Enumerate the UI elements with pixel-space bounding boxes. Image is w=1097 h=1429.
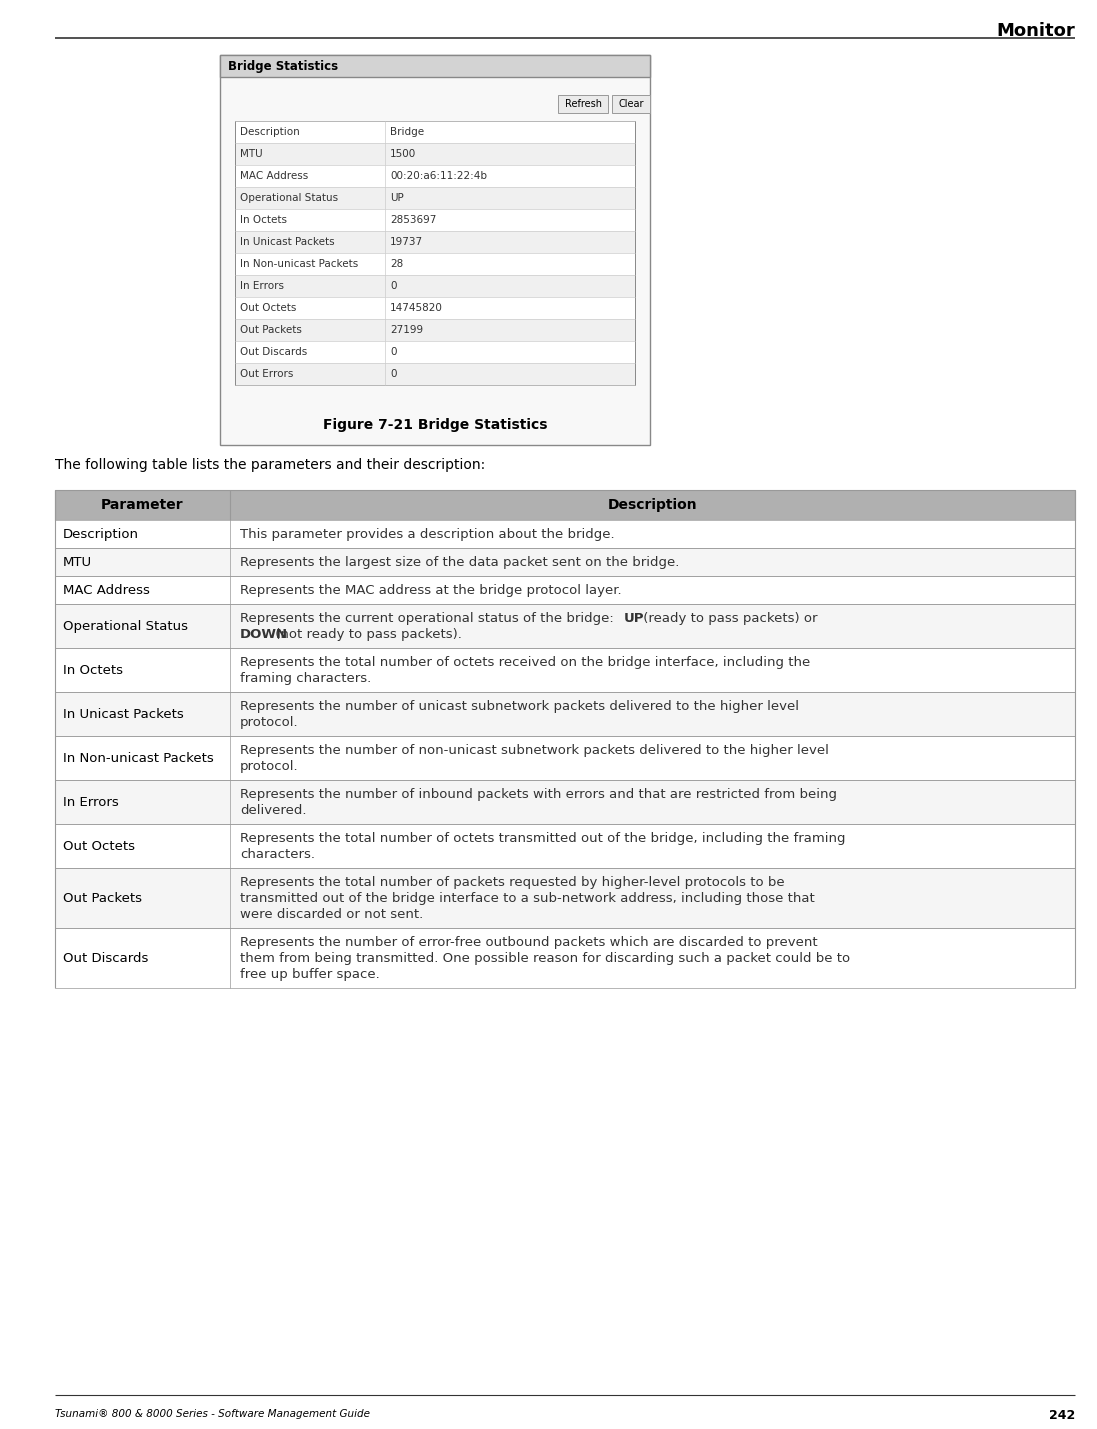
Text: protocol.: protocol. — [240, 759, 298, 773]
Text: In Octets: In Octets — [63, 663, 123, 676]
Text: 242: 242 — [1049, 1409, 1075, 1422]
Bar — [235, 231, 635, 253]
Bar — [55, 647, 1075, 692]
Text: In Errors: In Errors — [63, 796, 118, 809]
Text: 0: 0 — [391, 369, 396, 379]
Bar — [235, 319, 635, 342]
Text: Parameter: Parameter — [101, 497, 184, 512]
Text: 0: 0 — [391, 347, 396, 357]
Text: MTU: MTU — [240, 149, 262, 159]
Bar — [55, 867, 1075, 927]
Text: Represents the number of non-unicast subnetwork packets delivered to the higher : Represents the number of non-unicast sub… — [240, 743, 829, 756]
Bar — [55, 547, 1075, 576]
Bar — [235, 209, 635, 231]
Text: Tsunami® 800 & 8000 Series - Software Management Guide: Tsunami® 800 & 8000 Series - Software Ma… — [55, 1409, 370, 1419]
Text: Represents the total number of octets received on the bridge interface, includin: Represents the total number of octets re… — [240, 656, 811, 669]
Text: Represents the current operational status of the bridge:: Represents the current operational statu… — [240, 612, 618, 624]
Text: Represents the total number of octets transmitted out of the bridge, including t: Represents the total number of octets tr… — [240, 832, 846, 845]
Text: Figure 7-21 Bridge Statistics: Figure 7-21 Bridge Statistics — [323, 419, 547, 432]
Text: Description: Description — [608, 497, 698, 512]
Text: delivered.: delivered. — [240, 803, 306, 816]
Text: Description: Description — [63, 527, 139, 540]
Bar — [220, 54, 651, 77]
Text: 14745820: 14745820 — [391, 303, 443, 313]
Text: MAC Address: MAC Address — [63, 583, 150, 596]
Bar — [235, 297, 635, 319]
Text: were discarded or not sent.: were discarded or not sent. — [240, 907, 423, 920]
Text: Represents the number of error-free outbound packets which are discarded to prev: Represents the number of error-free outb… — [240, 936, 817, 949]
Text: 00:20:a6:11:22:4b: 00:20:a6:11:22:4b — [391, 171, 487, 181]
Text: characters.: characters. — [240, 847, 315, 860]
Text: Represents the number of unicast subnetwork packets delivered to the higher leve: Represents the number of unicast subnetw… — [240, 700, 799, 713]
Bar — [220, 54, 651, 444]
Bar — [235, 121, 635, 384]
Bar — [55, 490, 1075, 520]
Text: (not ready to pass packets).: (not ready to pass packets). — [271, 627, 462, 640]
Text: Bridge Statistics: Bridge Statistics — [228, 60, 338, 73]
Text: Out Discards: Out Discards — [240, 347, 307, 357]
Text: Represents the number of inbound packets with errors and that are restricted fro: Represents the number of inbound packets… — [240, 787, 837, 800]
Text: In Unicast Packets: In Unicast Packets — [63, 707, 184, 720]
Bar — [55, 576, 1075, 604]
Text: 2853697: 2853697 — [391, 214, 437, 224]
Text: This parameter provides a description about the bridge.: This parameter provides a description ab… — [240, 527, 614, 540]
Bar — [55, 927, 1075, 987]
Text: Operational Status: Operational Status — [63, 620, 188, 633]
Text: framing characters.: framing characters. — [240, 672, 371, 684]
Bar — [235, 187, 635, 209]
Text: Clear: Clear — [619, 99, 644, 109]
Text: Represents the MAC address at the bridge protocol layer.: Represents the MAC address at the bridge… — [240, 583, 622, 596]
Text: Description: Description — [240, 127, 299, 137]
Text: 27199: 27199 — [391, 324, 423, 334]
Text: Represents the total number of packets requested by higher-level protocols to be: Represents the total number of packets r… — [240, 876, 784, 889]
Bar — [55, 604, 1075, 647]
Text: protocol.: protocol. — [240, 716, 298, 729]
Bar — [55, 780, 1075, 825]
Text: Monitor: Monitor — [996, 21, 1075, 40]
Text: Out Octets: Out Octets — [63, 839, 135, 853]
Bar — [612, 94, 651, 113]
Bar — [55, 736, 1075, 780]
Bar — [235, 274, 635, 297]
Bar — [558, 94, 608, 113]
Text: Out Discards: Out Discards — [63, 952, 148, 965]
Text: 1500: 1500 — [391, 149, 416, 159]
Text: UP: UP — [624, 612, 644, 624]
Bar — [55, 825, 1075, 867]
Text: In Non-unicast Packets: In Non-unicast Packets — [240, 259, 359, 269]
Text: free up buffer space.: free up buffer space. — [240, 967, 380, 980]
Text: (ready to pass packets) or: (ready to pass packets) or — [640, 612, 817, 624]
Bar — [235, 164, 635, 187]
Text: UP: UP — [391, 193, 404, 203]
Text: 28: 28 — [391, 259, 404, 269]
Text: Represents the largest size of the data packet sent on the bridge.: Represents the largest size of the data … — [240, 556, 679, 569]
Text: Out Errors: Out Errors — [240, 369, 293, 379]
Bar — [235, 121, 635, 143]
Text: Out Octets: Out Octets — [240, 303, 296, 313]
Bar — [235, 253, 635, 274]
Text: 19737: 19737 — [391, 237, 423, 247]
Bar — [235, 342, 635, 363]
Bar — [235, 363, 635, 384]
Text: In Non-unicast Packets: In Non-unicast Packets — [63, 752, 214, 765]
Text: Out Packets: Out Packets — [63, 892, 142, 905]
Text: In Unicast Packets: In Unicast Packets — [240, 237, 335, 247]
Text: Operational Status: Operational Status — [240, 193, 338, 203]
Text: In Errors: In Errors — [240, 282, 284, 292]
Text: DOWN: DOWN — [240, 627, 289, 640]
Bar — [55, 520, 1075, 547]
Text: 0: 0 — [391, 282, 396, 292]
Text: them from being transmitted. One possible reason for discarding such a packet co: them from being transmitted. One possibl… — [240, 952, 850, 965]
Text: transmitted out of the bridge interface to a sub-network address, including thos: transmitted out of the bridge interface … — [240, 892, 815, 905]
Text: The following table lists the parameters and their description:: The following table lists the parameters… — [55, 459, 485, 472]
Bar — [55, 692, 1075, 736]
Bar — [235, 143, 635, 164]
Text: Bridge: Bridge — [391, 127, 425, 137]
Text: In Octets: In Octets — [240, 214, 287, 224]
Text: MAC Address: MAC Address — [240, 171, 308, 181]
Text: Refresh: Refresh — [565, 99, 601, 109]
Text: Out Packets: Out Packets — [240, 324, 302, 334]
Text: MTU: MTU — [63, 556, 92, 569]
